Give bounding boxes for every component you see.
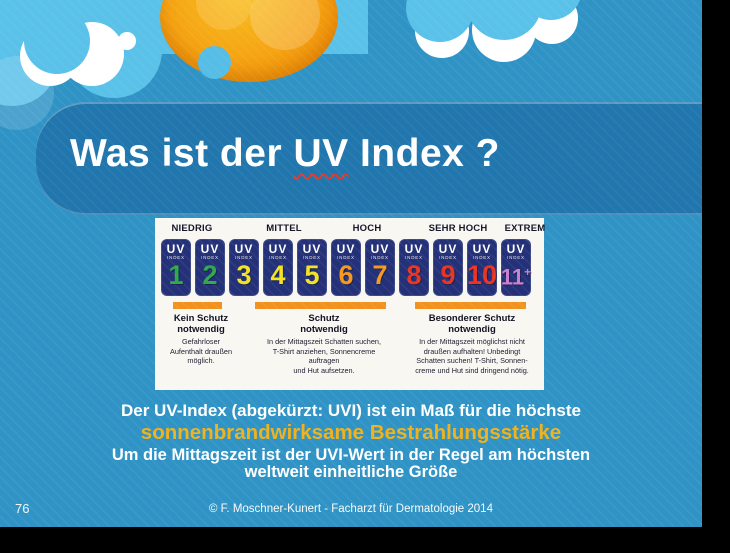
slide-title: Was ist der UV Index ? (70, 132, 500, 176)
advice-column-low: Kein Schutz notwendig Gefahrloser Aufent… (157, 313, 245, 366)
uv-index-badge: UV INDEX 10 (467, 239, 497, 296)
uv-index-badge: UV INDEX 1 (161, 239, 191, 296)
slide: Was ist der UV Index ? NIEDRIG MITTEL HOCH… (0, 0, 702, 527)
uv-index-badge: UV INDEX 5 (297, 239, 327, 296)
uv-badge-sub: INDEX (405, 255, 423, 260)
cloud-icon (520, 0, 582, 20)
uv-index-value: 2 (202, 259, 218, 290)
uv-badge-brand: UV (166, 242, 186, 256)
caption-line-1: Der UV-Index (abgekürzt: UVI) ist ein Ma… (120, 401, 581, 420)
uv-category-label: NIEDRIG (171, 223, 213, 234)
advice-title: Schutz notwendig (300, 313, 348, 336)
uv-badge-brand: UV (438, 242, 458, 256)
uv-badge-sub: INDEX (439, 255, 457, 260)
uv-badge-sub: INDEX (235, 255, 253, 260)
uv-badge-sub: INDEX (167, 255, 185, 260)
advice-body: In der Mittagszeit möglichst nicht drauß… (415, 337, 529, 375)
uv-badge-sub: INDEX (371, 255, 389, 260)
uv-badge-row: UV INDEX 1 UV INDEX 2 UV INDEX 3 UV INDEX 4 UV INDEX 5… (161, 239, 531, 296)
uv-badge-brand: UV (302, 242, 322, 256)
cloud-icon (118, 32, 136, 50)
category-underline-bar (415, 302, 526, 309)
uv-index-value: 8 (406, 259, 422, 290)
advice-column-very-high-extreme: Besonderer Schutz notwendig In der Mitta… (403, 313, 541, 375)
page-number: 76 (15, 501, 30, 516)
uv-category-label: SEHR HOCH (428, 223, 488, 234)
uv-badge-sub: INDEX (507, 255, 525, 260)
uv-index-badge: UV INDEX 3 (229, 239, 259, 296)
uv-index-value: 1 (168, 259, 184, 290)
uv-badge-brand: UV (472, 242, 492, 256)
uv-index-value: 9 (440, 259, 456, 290)
uv-index-badge: UV INDEX 4 (263, 239, 293, 296)
advice-title: Besonderer Schutz notwendig (428, 313, 516, 336)
uv-category-label: EXTREM (504, 223, 546, 234)
caption-line-2: sonnenbrandwirksame Bestrahlungsstärke (140, 420, 562, 444)
advice-body: In der Mittagszeit Schatten suchen, T-Sh… (267, 337, 381, 375)
uv-index-value: 10 (466, 259, 498, 290)
uv-index-value: 6 (338, 259, 354, 290)
footer-credit: © F. Moschner-Kunert - Facharzt für Derm… (209, 503, 493, 515)
advice-column-moderate-high: Schutz notwendig In der Mittagszeit Scha… (250, 313, 398, 375)
cloud-icon (24, 8, 90, 74)
uv-index-badge: UV INDEX 2 (195, 239, 225, 296)
title-text-pre: Was ist der (70, 132, 294, 175)
uv-category-label: MITTEL (266, 223, 302, 234)
uv-index-value: 11+ (500, 263, 532, 289)
uv-badge-brand: UV (336, 242, 356, 256)
advice-body: Gefahrloser Aufenthalt draußen möglich. (169, 337, 233, 366)
uv-category-label: HOCH (352, 223, 382, 234)
uv-index-value: 7 (372, 259, 388, 290)
spellchecked-word: UV (293, 132, 349, 175)
uv-badge-brand: UV (200, 242, 220, 256)
uv-index-value: 5 (304, 259, 320, 290)
advice-title: Kein Schutz notwendig (173, 313, 229, 336)
caption-line-4: weltweit einheitliche Größe (244, 463, 458, 482)
uv-index-badge: UV INDEX 11+ (501, 239, 531, 296)
title-text-post: Index ? (348, 132, 500, 175)
cloud-icon (198, 46, 231, 79)
uv-badge-sub: INDEX (201, 255, 219, 260)
uv-index-badge: UV INDEX 7 (365, 239, 395, 296)
uv-badge-brand: UV (404, 242, 424, 256)
title-banner: Was ist der UV Index ? (36, 102, 702, 215)
caption-line-3: Um die Mittagszeit ist der UVI-Wert in d… (111, 446, 591, 465)
uv-index-value: 3 (236, 259, 252, 290)
uv-badge-brand: UV (506, 242, 526, 256)
uv-badge-sub: INDEX (337, 255, 355, 260)
caption-block: Der UV-Index (abgekürzt: UVI) ist ein Ma… (0, 401, 702, 482)
uv-index-scale-image: NIEDRIG MITTEL HOCH SEHR HOCH EXTREM UV INDEX… (155, 218, 546, 390)
uv-index-badge: UV INDEX 8 (399, 239, 429, 296)
uv-badge-brand: UV (268, 242, 288, 256)
uv-index-badge: UV INDEX 9 (433, 239, 463, 296)
uv-badge-brand: UV (234, 242, 254, 256)
uv-badge-brand: UV (370, 242, 390, 256)
category-underline-bar (255, 302, 386, 309)
uv-index-badge: UV INDEX 6 (331, 239, 361, 296)
uv-badge-sub: INDEX (303, 255, 321, 260)
uv-badge-sub: INDEX (269, 255, 287, 260)
uv-index-value: 4 (270, 259, 286, 290)
category-underline-bar (173, 302, 222, 309)
uv-badge-sub: INDEX (473, 255, 491, 260)
